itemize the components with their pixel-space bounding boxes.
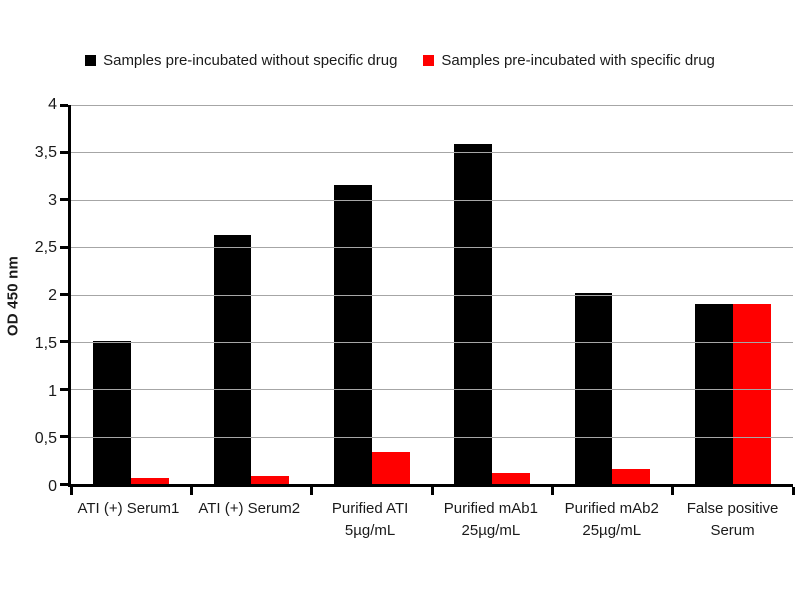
y-axis-tick-mark bbox=[60, 482, 68, 486]
y-axis-tick-mark bbox=[60, 293, 68, 296]
x-axis-tick-mark bbox=[430, 487, 434, 495]
x-axis-tick-mark bbox=[791, 487, 795, 495]
x-axis-tick-mark bbox=[671, 487, 675, 495]
bar bbox=[213, 234, 252, 484]
bar-group bbox=[312, 105, 432, 484]
bar-group bbox=[191, 105, 311, 484]
y-axis-tick-mark bbox=[60, 150, 68, 154]
bar bbox=[492, 472, 530, 484]
x-category-label: False positive Serum bbox=[686, 500, 779, 539]
y-tick-label: 2,5 bbox=[34, 239, 57, 257]
y-tick-label: 1 bbox=[48, 382, 57, 400]
x-axis-tick-mark bbox=[189, 487, 193, 495]
y-axis-tick-labels: 0 0,5 1 1,5 2 2,5 3 3,5 4 bbox=[0, 97, 57, 495]
bar bbox=[574, 292, 613, 484]
legend-item-without-drug: Samples pre-incubated without specific d… bbox=[85, 52, 397, 69]
y-axis-tick-mark bbox=[60, 103, 68, 107]
legend-label-with-drug: Samples pre-incubated with specific drug bbox=[441, 52, 715, 69]
gridline bbox=[71, 436, 793, 438]
bar bbox=[454, 143, 493, 484]
gridline bbox=[71, 341, 793, 343]
bar bbox=[612, 468, 651, 484]
bar bbox=[371, 451, 410, 484]
bar-group bbox=[552, 105, 672, 484]
y-tick-label: 3 bbox=[48, 191, 57, 209]
bar-group bbox=[71, 105, 191, 484]
y-tick-label: 0 bbox=[48, 478, 57, 495]
bar bbox=[93, 340, 132, 484]
x-category-label: Purified mAb1 25µg/mL bbox=[443, 500, 538, 539]
y-axis-tick-mark bbox=[60, 387, 68, 391]
y-axis-tick-mark bbox=[60, 245, 68, 249]
gridline bbox=[71, 294, 793, 296]
gridline bbox=[71, 199, 793, 201]
y-axis-tick-mark bbox=[60, 435, 68, 439]
gridline bbox=[71, 247, 793, 249]
legend-swatch-black-icon bbox=[85, 55, 97, 66]
y-tick-label: 1,5 bbox=[34, 334, 57, 352]
y-tick-label: 0,5 bbox=[34, 430, 57, 448]
legend-item-with-drug: Samples pre-incubated with specific drug bbox=[423, 52, 715, 69]
x-category-label: Purified mAb2 25µg/mL bbox=[564, 500, 659, 539]
gridline bbox=[71, 105, 793, 106]
bar bbox=[251, 476, 290, 484]
bar bbox=[732, 303, 771, 484]
bar-group bbox=[673, 105, 793, 484]
x-axis-tick-mark bbox=[310, 487, 314, 495]
plot-area bbox=[60, 103, 795, 495]
x-axis-tick-mark bbox=[69, 487, 73, 495]
gridline bbox=[71, 389, 793, 391]
bar bbox=[131, 478, 169, 484]
y-tick-label: 3,5 bbox=[34, 143, 57, 161]
chart-legend: Samples pre-incubated without specific d… bbox=[0, 52, 800, 69]
x-category-label: ATI (+) Serum2 bbox=[198, 500, 301, 517]
gridline bbox=[71, 152, 793, 154]
y-tick-label: 2 bbox=[48, 287, 57, 304]
bar bbox=[334, 184, 372, 484]
legend-label-without-drug: Samples pre-incubated without specific d… bbox=[103, 52, 398, 69]
x-axis-category-labels: ATI (+) Serum1 ATI (+) Serum2 Purified ATI… bbox=[68, 498, 793, 542]
x-axis-tick-mark bbox=[550, 487, 554, 495]
x-category-label: ATI (+) Serum1 bbox=[77, 500, 180, 517]
x-category-label: Purified ATI 5µg/mL bbox=[331, 500, 409, 539]
y-axis-tick-mark bbox=[60, 340, 68, 344]
legend-swatch-red-icon bbox=[423, 55, 435, 66]
y-axis-tick-mark bbox=[60, 198, 68, 202]
y-tick-label: 4 bbox=[48, 96, 57, 113]
bar bbox=[695, 303, 733, 484]
